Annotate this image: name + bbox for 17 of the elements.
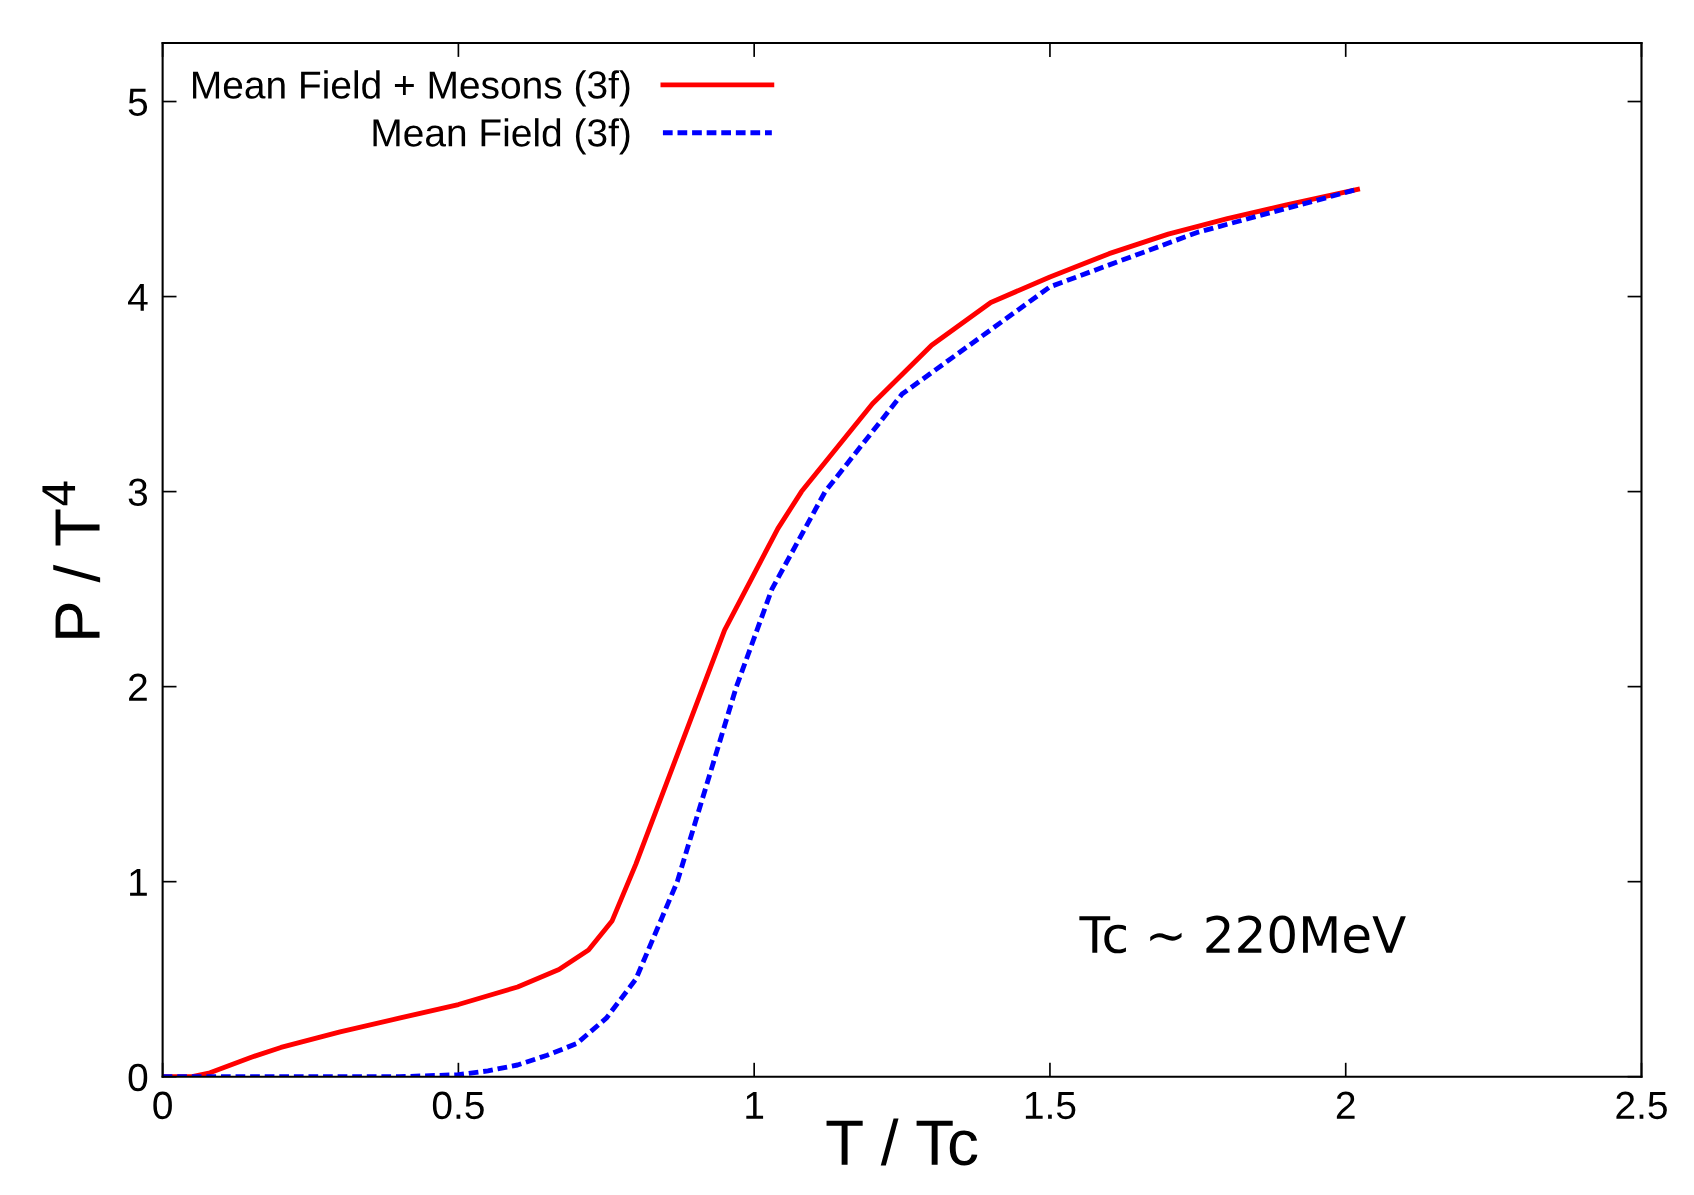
y-tick-label: 1	[130, 869, 147, 896]
y-tick-label: 3	[128, 478, 148, 507]
y-tick-label: 0	[128, 1063, 148, 1092]
legend-label: Mean Field + Mesons (3f)	[193, 70, 630, 107]
x-tick-label: 1	[746, 1092, 764, 1119]
x-tick-label: 2	[1336, 1091, 1355, 1119]
y-tick-label: 4	[128, 283, 148, 311]
y-tick-label: 5	[128, 88, 148, 116]
x-tick-label: 2.5	[1616, 1091, 1667, 1120]
x-tick-label: 0.5	[432, 1091, 484, 1120]
annotation: Tc ∼ 220MeV	[1079, 915, 1406, 954]
legend-label: Mean Field (3f)	[373, 118, 630, 155]
y-axis-title: P / T$^{4}$	[42, 481, 101, 638]
x-tick-label: 0	[153, 1091, 172, 1120]
x-axis-title: T / Tc	[826, 1118, 978, 1166]
y-tick-label: 2	[129, 673, 147, 701]
x-tick-label: 1.5	[1025, 1092, 1076, 1120]
